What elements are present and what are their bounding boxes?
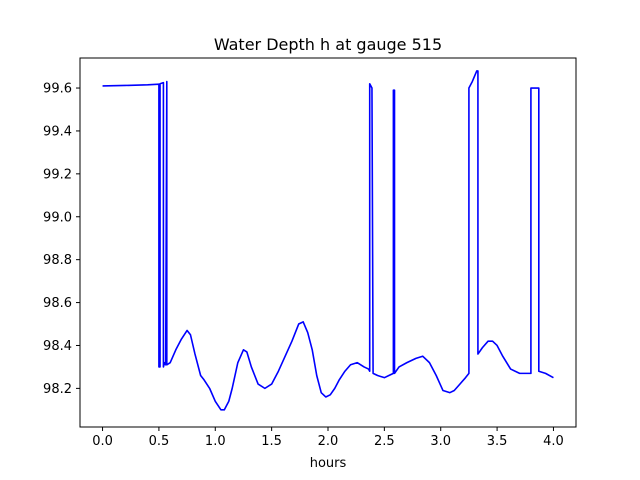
y-tick-label: 99.0	[43, 210, 72, 225]
x-tick-label: 3.5	[487, 434, 508, 449]
y-tick-label: 99.2	[43, 167, 72, 182]
x-tick-label: 0.5	[149, 434, 170, 449]
x-tick-label: 4.0	[543, 434, 564, 449]
x-axis: 0.0 0.5 1.0 1.5 2.0 2.5 3.0 3.5 4.0	[92, 427, 564, 449]
y-tick-label: 98.6	[43, 296, 72, 311]
y-tick-label: 99.4	[43, 124, 72, 139]
plot-frame	[79, 57, 577, 428]
x-tick-label: 1.0	[205, 434, 226, 449]
y-tick-label: 98.2	[43, 382, 72, 397]
y-tick-label: 98.8	[43, 253, 72, 268]
y-tick-label: 98.4	[43, 339, 72, 354]
y-axis: 98.2 98.4 98.6 98.8 99.0 99.2 99.4 99.6	[43, 82, 80, 397]
chart-title: Water Depth h at gauge 515	[214, 35, 442, 54]
x-tick-label: 2.0	[318, 434, 339, 449]
x-tick-label: 2.5	[374, 434, 395, 449]
y-tick-label: 99.6	[43, 82, 72, 97]
x-axis-label: hours	[310, 456, 347, 471]
plot-area	[102, 70, 554, 411]
x-tick-label: 3.0	[430, 434, 451, 449]
series-line-1	[102, 70, 554, 411]
x-tick-label: 0.0	[92, 434, 113, 449]
x-tick-label: 1.5	[261, 434, 282, 449]
